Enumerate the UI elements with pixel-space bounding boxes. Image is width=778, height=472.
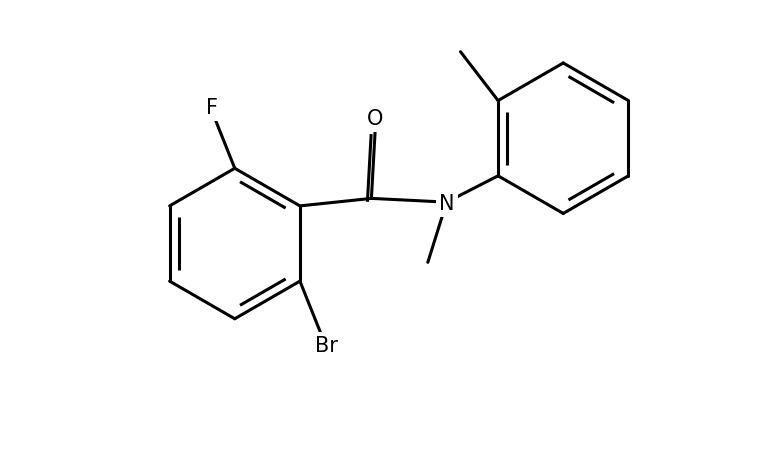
- Text: F: F: [206, 98, 218, 118]
- Text: O: O: [367, 109, 384, 129]
- Text: N: N: [439, 194, 454, 214]
- Text: Br: Br: [315, 336, 338, 355]
